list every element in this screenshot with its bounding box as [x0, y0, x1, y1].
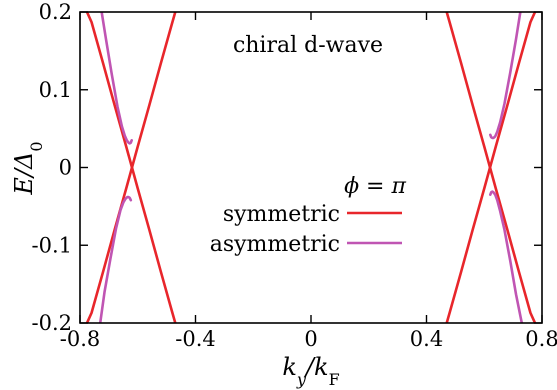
panel-label: chiral d-wave: [233, 33, 383, 58]
series-symmetric-line-1: [85, 12, 177, 323]
y-tick-label: -0.2: [32, 311, 73, 335]
x-tick-label: -0.4: [175, 327, 216, 351]
series-layer: [85, 12, 537, 323]
legend-label-asymmetric: asymmetric: [210, 232, 340, 257]
plot-area: [80, 12, 542, 323]
y-tick-label: 0: [59, 156, 72, 180]
x-tick-label: 0: [304, 327, 317, 351]
y-tick-label: 0.2: [39, 0, 72, 24]
series-asymmetric-line-2: [489, 12, 522, 140]
y-axis-title: E/Δ0: [10, 141, 46, 195]
series-asymmetric-line-0: [100, 12, 133, 145]
x-tick-label: -0.8: [60, 327, 101, 351]
x-tick-label: 0.4: [410, 327, 443, 351]
x-tick-label: 0.8: [525, 327, 557, 351]
legend: symmetric asymmetric: [210, 202, 402, 257]
series-symmetric-line-3: [445, 12, 537, 323]
series-asymmetric-line-3: [489, 190, 524, 323]
y-tick-label: -0.1: [32, 233, 73, 257]
ticks-layer: -0.8 -0.4 0 0.4 0.8 -0.2 -0.1 0 0.1 0.2: [32, 0, 557, 351]
legend-title: ϕ = π: [344, 174, 406, 199]
y-tick-label: 0.1: [39, 78, 72, 102]
series-asymmetric-line-1: [98, 195, 133, 323]
legend-label-symmetric: symmetric: [223, 202, 340, 227]
x-axis-title: ky/kF: [282, 353, 339, 389]
